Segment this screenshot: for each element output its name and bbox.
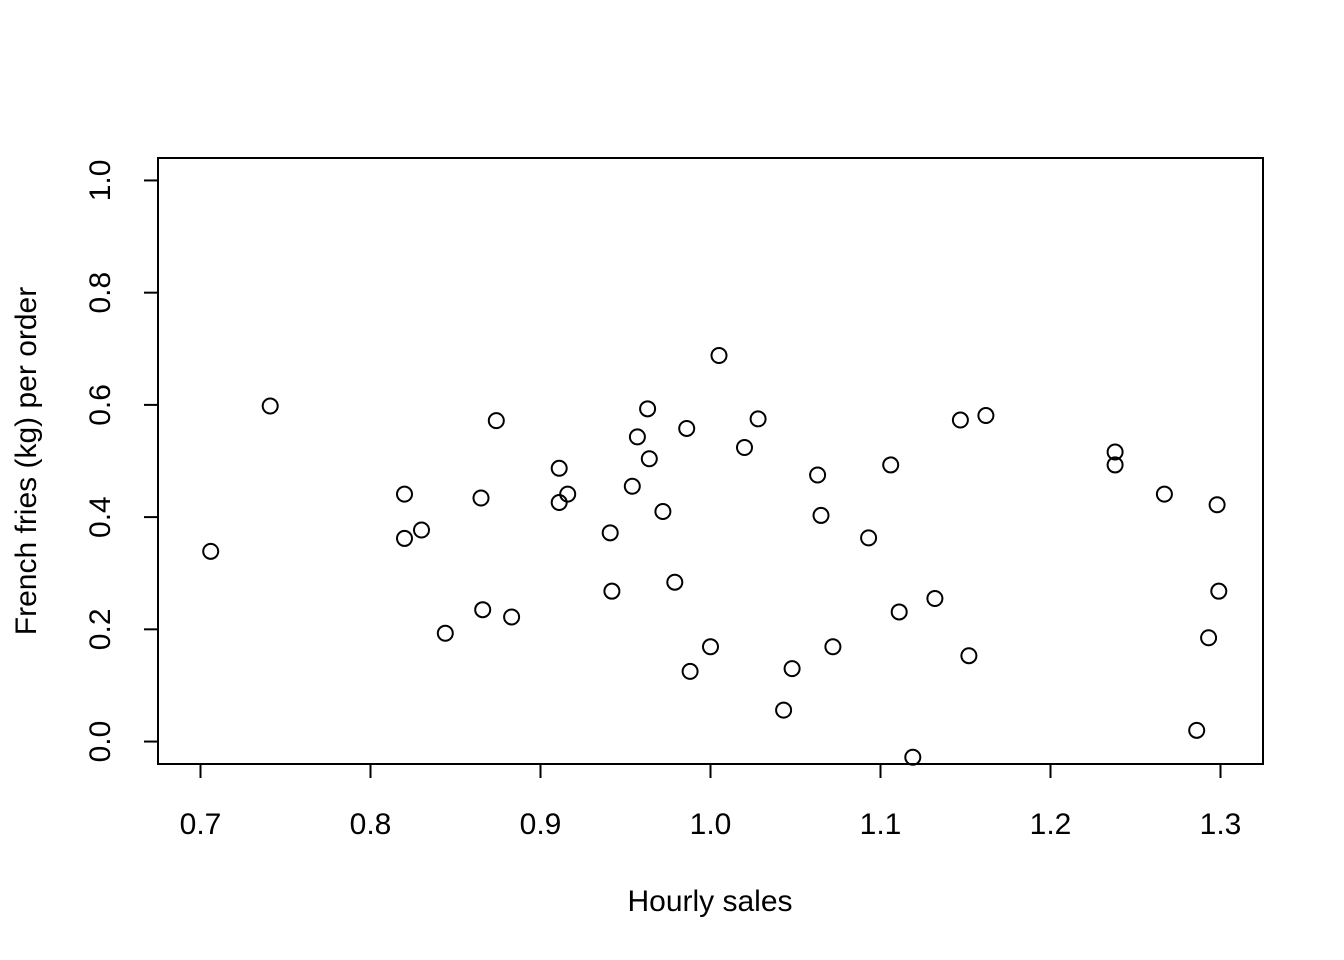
x-tick-label: 1.1	[860, 808, 902, 841]
y-tick-label: 1.0	[84, 160, 117, 202]
data-point	[396, 529, 413, 547]
data-point	[503, 608, 521, 626]
plot-frame	[157, 157, 1264, 765]
data-point	[628, 428, 646, 446]
data-point	[654, 503, 672, 520]
x-tick-label: 0.9	[520, 808, 562, 841]
data-point	[413, 521, 430, 539]
data-point	[623, 477, 641, 495]
data-point	[809, 466, 827, 484]
data-point	[860, 529, 878, 547]
data-point	[550, 459, 568, 477]
x-tick-label: 1.2	[1030, 808, 1072, 841]
data-point	[396, 485, 413, 503]
data-point	[436, 624, 454, 642]
data-point	[812, 506, 830, 524]
data-point	[775, 701, 793, 719]
data-point	[678, 419, 696, 437]
data-point	[882, 456, 900, 474]
data-point	[960, 647, 978, 665]
data-point	[1188, 721, 1206, 739]
x-axis-label: Hourly sales	[627, 885, 792, 918]
data-point	[904, 748, 922, 766]
data-point	[261, 397, 279, 415]
y-tick-label: 0.0	[84, 721, 117, 763]
data-point	[559, 485, 577, 503]
x-tick-label: 1.0	[690, 808, 732, 841]
data-point	[550, 494, 568, 512]
data-point	[736, 439, 753, 457]
y-tick-label: 0.4	[84, 496, 117, 538]
data-point	[1155, 485, 1173, 503]
data-point	[487, 412, 505, 430]
data-point	[474, 601, 492, 619]
data-point	[1200, 629, 1218, 647]
data-point	[681, 662, 699, 680]
data-point	[1106, 456, 1124, 474]
data-point	[640, 450, 658, 468]
data-point	[472, 489, 490, 507]
data-point	[202, 542, 220, 560]
data-point	[749, 410, 767, 428]
data-point	[1106, 443, 1124, 461]
data-point	[639, 400, 657, 418]
data-point	[1210, 582, 1228, 600]
data-point	[890, 603, 908, 621]
data-points	[202, 347, 1228, 766]
data-point	[666, 573, 684, 591]
y-tick-label: 0.2	[84, 608, 117, 650]
x-axis: 0.7 0.8 0.9 1.0 1.1 1.2 1.3	[180, 763, 1242, 841]
data-point	[601, 524, 619, 542]
data-point	[1208, 496, 1226, 514]
data-point	[926, 589, 944, 607]
y-tick-label: 0.8	[84, 272, 117, 314]
data-point	[710, 347, 728, 365]
data-point	[824, 638, 842, 656]
data-point	[977, 407, 995, 425]
data-point	[702, 638, 719, 656]
y-axis-label: French fries (kg) per order	[10, 287, 43, 635]
data-point	[951, 411, 969, 429]
y-axis: 0.0 0.2 0.4 0.6 0.8 1.0	[84, 160, 159, 763]
data-point	[783, 660, 801, 678]
data-point	[603, 582, 621, 600]
x-tick-label: 1.3	[1200, 808, 1242, 841]
x-tick-label: 0.7	[180, 808, 222, 841]
x-tick-label: 0.8	[350, 808, 392, 841]
y-tick-label: 0.6	[84, 384, 117, 426]
